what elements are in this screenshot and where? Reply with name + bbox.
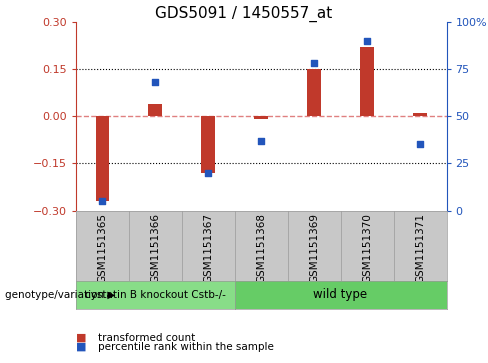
Text: ■: ■ xyxy=(76,342,86,352)
Text: GSM1151365: GSM1151365 xyxy=(97,213,107,283)
Text: GSM1151370: GSM1151370 xyxy=(362,213,372,282)
Point xyxy=(363,38,371,44)
Point xyxy=(98,198,106,204)
Bar xyxy=(148,103,162,116)
Bar xyxy=(96,116,109,201)
Text: percentile rank within the sample: percentile rank within the sample xyxy=(98,342,273,352)
Text: GSM1151371: GSM1151371 xyxy=(415,213,425,283)
Text: ■: ■ xyxy=(76,333,86,343)
Point xyxy=(310,60,318,66)
Bar xyxy=(413,113,427,116)
Text: GSM1151367: GSM1151367 xyxy=(203,213,213,283)
Point xyxy=(204,170,212,176)
Bar xyxy=(202,116,215,173)
Text: transformed count: transformed count xyxy=(98,333,195,343)
Bar xyxy=(254,116,268,119)
Bar xyxy=(307,69,321,116)
Text: GSM1151368: GSM1151368 xyxy=(256,213,266,283)
Text: GDS5091 / 1450557_at: GDS5091 / 1450557_at xyxy=(155,5,333,22)
Bar xyxy=(361,47,374,116)
Point xyxy=(416,142,424,147)
Text: genotype/variation ▶: genotype/variation ▶ xyxy=(5,290,115,300)
Text: wild type: wild type xyxy=(313,289,367,301)
Text: GSM1151366: GSM1151366 xyxy=(150,213,160,283)
Point xyxy=(151,79,159,85)
Text: cystatin B knockout Cstb-/-: cystatin B knockout Cstb-/- xyxy=(85,290,225,300)
Text: GSM1151369: GSM1151369 xyxy=(309,213,319,283)
Point xyxy=(257,138,265,144)
